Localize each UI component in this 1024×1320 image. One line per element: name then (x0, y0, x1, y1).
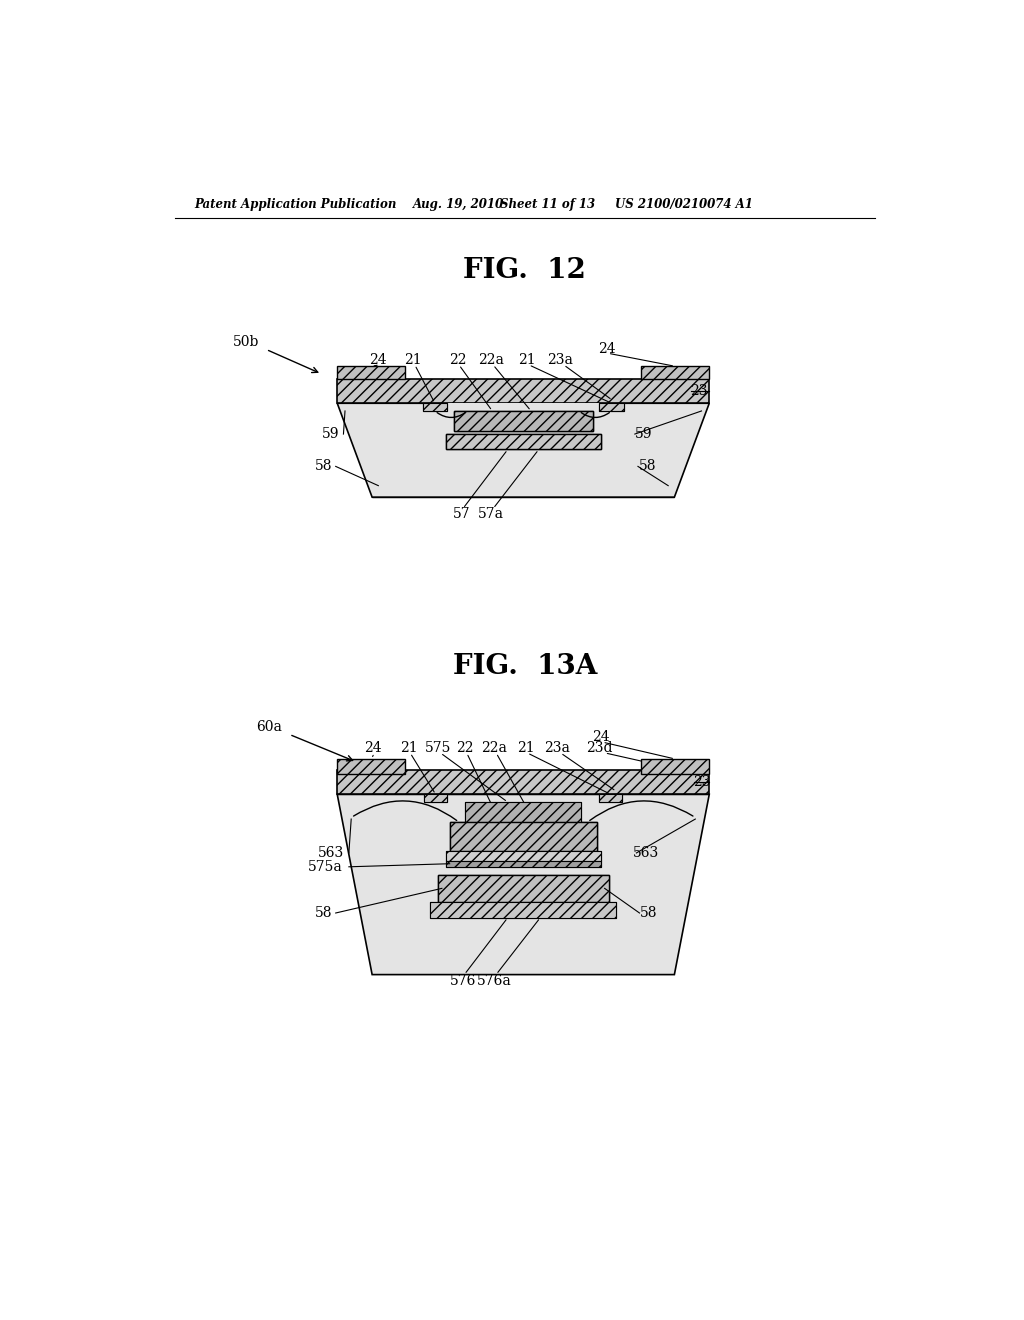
Bar (438, 874, 608, 903)
Text: 21: 21 (404, 354, 422, 367)
Bar (337, 770, 710, 795)
Bar (445, 861, 601, 867)
Text: 22a: 22a (478, 354, 504, 367)
Bar (454, 411, 593, 430)
Text: 575a: 575a (308, 859, 343, 874)
Bar (445, 851, 601, 861)
Text: FIG.  13A: FIG. 13A (453, 653, 597, 680)
Bar (337, 367, 406, 379)
Bar (445, 861, 601, 867)
Bar (424, 795, 447, 803)
Bar (465, 803, 582, 822)
Bar (599, 795, 623, 803)
Text: 21: 21 (518, 354, 536, 367)
Bar (445, 434, 601, 449)
Bar (430, 903, 616, 917)
Text: 21: 21 (517, 742, 535, 755)
Text: US 2100/0210074 A1: US 2100/0210074 A1 (614, 198, 753, 211)
Text: 50b: 50b (232, 335, 259, 348)
Bar (465, 803, 582, 822)
Bar (438, 874, 608, 903)
Text: 575: 575 (425, 742, 452, 755)
Bar (599, 404, 624, 411)
Text: 23d: 23d (586, 742, 612, 755)
Text: 58: 58 (639, 459, 656, 474)
Text: 58: 58 (640, 906, 657, 920)
Bar (337, 759, 406, 775)
Text: 57: 57 (453, 507, 470, 521)
Text: 59: 59 (635, 428, 652, 441)
Text: 21: 21 (399, 742, 418, 755)
Text: 24: 24 (365, 742, 382, 755)
Bar (454, 411, 593, 430)
Bar (450, 822, 597, 851)
Text: 563: 563 (317, 846, 344, 859)
Bar (445, 851, 601, 861)
Text: 23: 23 (690, 384, 708, 397)
Polygon shape (337, 795, 710, 974)
Text: 23a: 23a (548, 354, 573, 367)
Polygon shape (337, 404, 710, 498)
Text: 22a: 22a (481, 742, 507, 755)
Text: Sheet 11 of 13: Sheet 11 of 13 (500, 198, 595, 211)
Text: 563: 563 (633, 846, 658, 859)
Bar (423, 404, 447, 411)
Bar (599, 404, 624, 411)
Text: 58: 58 (314, 906, 332, 920)
Bar (424, 795, 447, 803)
Text: FIG.  12: FIG. 12 (464, 256, 586, 284)
Bar (641, 759, 710, 775)
Text: Patent Application Publication: Patent Application Publication (194, 198, 396, 211)
Text: 576: 576 (450, 974, 476, 987)
Bar (450, 822, 597, 851)
Text: 22: 22 (457, 742, 474, 755)
Bar (441, 404, 605, 451)
Text: 24: 24 (369, 354, 386, 367)
Bar (445, 434, 601, 449)
Text: 58: 58 (314, 459, 332, 474)
Text: 24: 24 (598, 342, 615, 355)
Bar (337, 379, 710, 404)
Text: 59: 59 (323, 428, 340, 441)
Bar (599, 795, 623, 803)
Text: 23a: 23a (544, 742, 569, 755)
Text: Aug. 19, 2010: Aug. 19, 2010 (414, 198, 505, 211)
Text: 60a: 60a (256, 719, 282, 734)
Text: 576a: 576a (476, 974, 511, 987)
Bar (641, 367, 710, 379)
Bar (430, 903, 616, 917)
Text: 22: 22 (449, 354, 466, 367)
Text: 24: 24 (592, 730, 609, 744)
Text: 23: 23 (693, 775, 711, 789)
Text: 57a: 57a (478, 507, 504, 521)
Bar (423, 404, 447, 411)
